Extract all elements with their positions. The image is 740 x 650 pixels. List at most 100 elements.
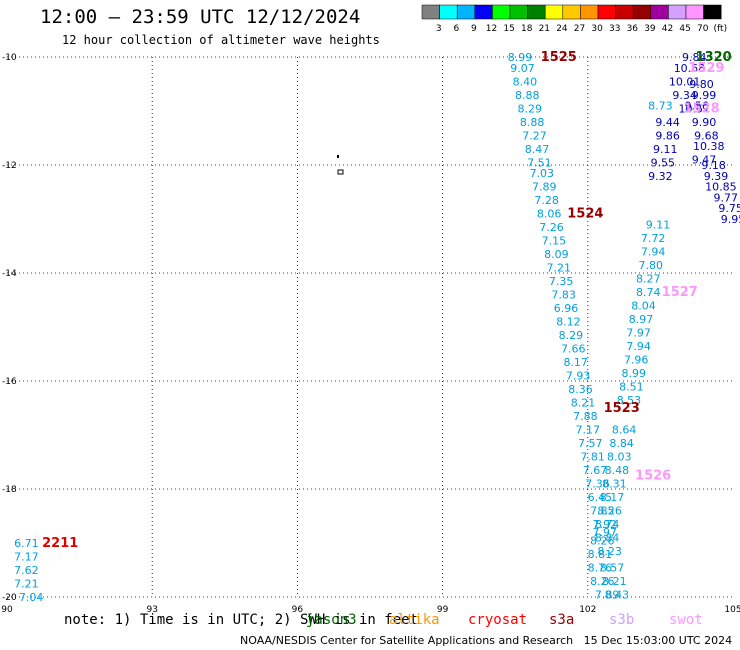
marker-dot [337,155,339,158]
wave-height-label: 7.35 [549,275,574,288]
satellite-swot: swot [669,612,703,628]
wave-height-label: 8.09 [544,248,569,261]
pass-id-label: 1320 [696,50,732,65]
wave-height-label: 7.97 [592,526,617,539]
wave-height-label: 10.57 [679,102,711,115]
x-tick-label: 93 [146,605,157,615]
wave-height-label: 8.97 [629,313,654,326]
legend-swatch [509,4,528,20]
wave-height-label: 8.76 [588,561,613,574]
wave-height-label: 9.80 [689,78,714,91]
wave-height-label: 8.21 [571,397,596,410]
wave-height-label: 8.36 [568,383,593,396]
wave-height-label: 9.44 [655,116,680,129]
legend-label: 36 [627,24,639,34]
legend-swatch [527,4,546,20]
wave-height-label: 7.81 [580,451,605,464]
wave-height-label: 6.71 [14,537,39,550]
wave-height-label: 9.47 [692,154,717,167]
wave-height-label: 9.55 [651,156,676,169]
color-legend: 3 6 9 12 15 18 21 24 27 30 33 36 39 42 45 70 (ft) [421,4,727,34]
wave-height-label: 8.12 [556,316,581,329]
legend-label: 70 [697,24,709,34]
legend-label: 15 [503,24,514,34]
pass-id-label: 1527 [662,285,698,300]
wave-height-label: 7.89 [532,181,557,194]
wave-height-label: 8.73 [648,100,673,113]
legend-swatch [421,4,440,20]
wave-height-label: 9.39 [704,170,729,183]
wave-height-label: 7.21 [547,262,572,275]
wave-height-label: 8.31 [602,478,627,491]
x-tick-label: 96 [292,605,304,615]
wave-height-label: 8.29 [559,329,584,342]
wave-height-label: 9.07 [510,62,535,75]
wave-height-label: 8.48 [605,464,630,477]
legend-swatch [703,4,722,20]
legend-label: 33 [609,24,620,34]
wave-height-label: 7.89 [595,588,620,601]
wave-height-label: 8.03 [607,451,632,464]
wave-height-label: 10.68 [674,62,706,75]
legend-label: 12 [486,24,497,34]
chart-title: 12:00 — 23:59 UTC 12/12/2024 [40,6,361,28]
legend-swatch [685,4,704,20]
wave-height-label: 7.36 [585,478,610,491]
credit-line: NOAA/NESDIS Center for Satellite Applica… [240,634,733,647]
legend-swatch [456,4,476,20]
wave-height-label: 8.27 [636,272,661,285]
wave-height-label: 6.96 [554,302,579,315]
wave-height-label: 8.74 [595,518,620,531]
satellite-cryosat: cryosat [468,612,528,628]
legend-swatch [650,4,669,20]
wave-height-label: 7.96 [624,353,649,366]
wave-height-label: 7.66 [561,343,586,356]
wave-height-label: 8.17 [600,491,625,504]
legend-swatch [615,4,634,20]
wave-height-label: 7.62 [14,564,39,577]
y-tick-label: -12 [2,161,17,171]
wave-height-label: 10.85 [705,181,737,194]
wave-height-label: 9.84 [682,51,707,64]
wave-height-label: 8.29 [517,102,542,115]
wave-height-label: 8.17 [563,356,588,369]
wave-height-label: 7.17 [576,424,601,437]
wave-height-label: 8.53 [617,394,642,407]
pass-id-label: 1524 [567,207,603,222]
wave-height-label: 8.43 [605,588,630,601]
wave-height-label: 8.47 [525,143,550,156]
legend-label: 27 [574,24,585,34]
wave-height-label: 7.15 [542,235,567,248]
legend-label: 39 [644,24,656,34]
legend-label: 3 [436,24,442,34]
wave-height-label: 9.99 [692,89,717,102]
wave-height-label: 10.01 [669,75,701,88]
wave-height-label: 8.84 [595,532,620,545]
pass-id-label: 1528 [683,101,719,116]
legend-swatch [668,4,687,20]
x-tick-label: 90 [1,605,13,615]
wave-height-label: 7.21 [14,578,39,591]
station-marker [337,155,344,175]
wave-height-label: 8.23 [597,545,622,558]
wave-height-label: 8.21 [602,575,627,588]
legend-swatch [632,4,652,20]
legend-swatch [439,4,458,20]
marker-box [337,169,344,175]
wave-height-label: 8.06 [537,208,562,221]
wave-height-label: 9.95 [721,213,740,226]
wave-height-label: 7.26 [539,221,564,234]
satellite-s3b: s3b [609,612,635,628]
wave-height-label: 7.28 [534,194,559,207]
wave-height-label: 8.64 [612,424,637,437]
legend-label: 6 [453,24,459,34]
y-tick-label: -10 [2,53,17,63]
wave-height-label: 7.85 [590,505,615,518]
wave-height-label: 9.90 [692,116,717,129]
wave-height-label: 9.18 [701,159,726,172]
wave-height-points: 8.999.078.408.888.298.887.278.477.517.03… [14,51,740,604]
wave-height-label: 9.56 [684,100,709,113]
wave-height-label: 7.03 [530,167,555,180]
